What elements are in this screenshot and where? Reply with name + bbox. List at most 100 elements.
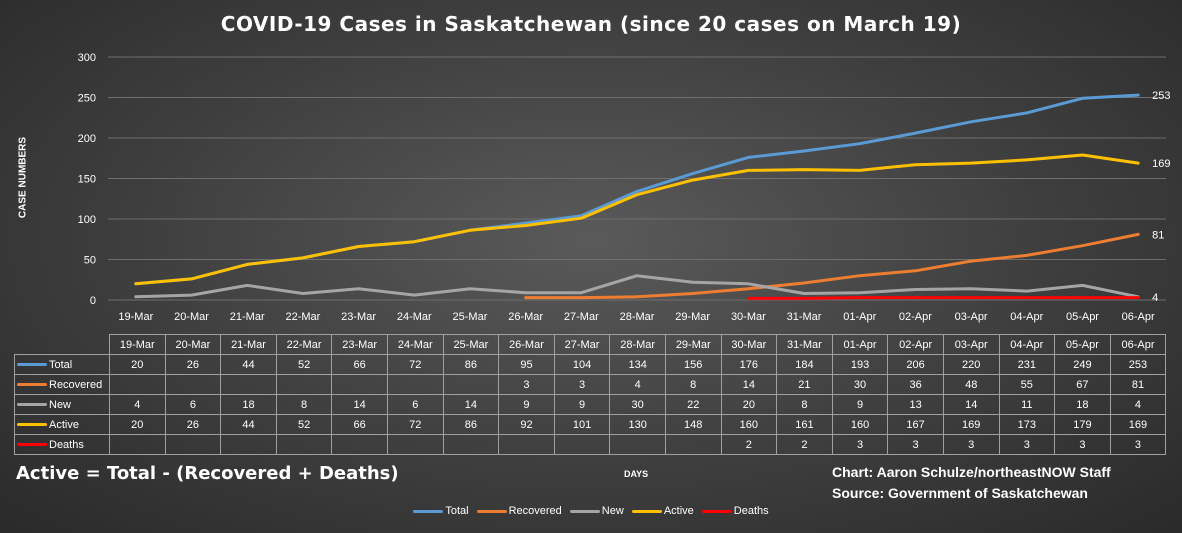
table-cell: 48: [942, 374, 1000, 395]
table-cell: 81: [1109, 374, 1167, 395]
table-cell: 92: [498, 414, 555, 435]
table-row-new: New 4 6 18 8 14 6 14 9 9 30 22 20 8 9 13 14 11 18 4: [14, 394, 1167, 415]
table-header-cell: 30-Mar: [720, 334, 778, 355]
table-cell: 148: [664, 414, 722, 435]
end-label-active: 169: [1152, 158, 1170, 170]
table-cell: [664, 434, 722, 455]
table-cell: 169: [942, 414, 1000, 435]
row-label-text: Active: [49, 418, 79, 431]
table-cell: 179: [1054, 414, 1111, 435]
table-cell: 8: [776, 394, 833, 415]
x-tick-label: 30-Mar: [731, 311, 766, 323]
legend-label: New: [601, 505, 624, 517]
table-cell: 9: [498, 394, 555, 415]
table-cell: 13: [887, 394, 944, 415]
legend-swatch: [701, 509, 732, 513]
table-cell: [220, 374, 277, 395]
table-cell: 2: [720, 434, 778, 455]
table-header-cell: 21-Mar: [220, 334, 277, 355]
y-tick-label: 250: [78, 93, 96, 105]
x-tick-label: 29-Mar: [675, 311, 710, 323]
table-row-label: Deaths: [14, 434, 110, 455]
x-tick-label: 01-Apr: [843, 311, 876, 323]
legend-swatch: [17, 383, 47, 387]
legend-label: Deaths: [733, 505, 769, 517]
table-cell: 231: [998, 354, 1056, 375]
table-cell: 176: [720, 354, 778, 375]
table-cell: 11: [998, 394, 1056, 415]
table-cell: 30: [831, 374, 889, 395]
data-table: 19-Mar 20-Mar 21-Mar 22-Mar 23-Mar 24-Mar 25-M…: [14, 334, 1167, 455]
table-header-cell: 29-Mar: [664, 334, 722, 355]
table-header-cell: 24-Mar: [386, 334, 444, 355]
legend-swatch: [17, 423, 47, 427]
table-cell: 26: [164, 354, 222, 375]
table-cell: 206: [887, 354, 944, 375]
legend-label: Recovered: [508, 505, 562, 517]
table-cell: 4: [109, 394, 166, 415]
table-cell: 20: [720, 394, 778, 415]
table-cell: 104: [553, 354, 611, 375]
x-tick-label: 25-Mar: [453, 311, 488, 323]
end-label-recovered: 81: [1152, 229, 1164, 241]
table-cell: 44: [220, 354, 277, 375]
table-cell: 18: [220, 394, 277, 415]
table-cell: 66: [331, 414, 388, 435]
table-row-recovered: Recovered 3 3 4 8 14 21 30 36 48 55 67 81: [14, 374, 1167, 395]
legend-label: Active: [663, 505, 694, 517]
table-header-cell: 20-Mar: [164, 334, 222, 355]
x-tick-label: 21-Mar: [230, 311, 265, 323]
table-cell: 3: [1054, 434, 1111, 455]
table-cell: 66: [331, 354, 388, 375]
table-cell: 220: [942, 354, 1000, 375]
table-cell: 6: [386, 394, 444, 415]
table-cell: 193: [831, 354, 889, 375]
legend-item-deaths: Deaths: [701, 505, 769, 517]
y-tick-label: 100: [78, 214, 96, 226]
x-tick-label: 20-Mar: [174, 311, 209, 323]
table-header-cell: 19-Mar: [109, 334, 166, 355]
table-cell: 4: [609, 374, 666, 395]
y-tick-label: 300: [78, 52, 96, 64]
table-cell: 52: [275, 414, 333, 435]
table-cell: [164, 434, 222, 455]
x-tick-label: 06-Apr: [1122, 311, 1155, 323]
table-cell: [331, 434, 388, 455]
series-line-active: [134, 153, 1140, 286]
table-cell: [331, 374, 388, 395]
series-line-total: [134, 93, 1140, 286]
table-row-label: Active: [14, 414, 110, 435]
x-tick-label: 24-Mar: [397, 311, 432, 323]
table-cell: 95: [498, 354, 555, 375]
table-header-cell: 28-Mar: [609, 334, 666, 355]
table-cell: 20: [109, 414, 166, 435]
legend-item-total: Total: [413, 505, 469, 517]
series-line-deaths: [746, 296, 1140, 300]
legend-swatch: [413, 509, 444, 513]
table-row-label: Total: [14, 354, 110, 375]
series-line-new: [134, 274, 1140, 299]
table-cell: [275, 434, 333, 455]
table-row-active: Active 20 26 44 52 66 72 86 92 101 130 148 160 161 160…: [14, 414, 1167, 435]
table-row-total: Total 20 26 44 52 66 72 86 95 104 134 156 176 184 193 2…: [14, 354, 1167, 375]
table-cell: 72: [386, 414, 444, 435]
x-tick-label: 23-Mar: [341, 311, 376, 323]
table-cell: [553, 434, 611, 455]
table-cell: 156: [664, 354, 722, 375]
table-cell: [164, 374, 222, 395]
table-cell: [442, 434, 500, 455]
legend-swatch: [569, 509, 600, 513]
table-cell: [275, 374, 333, 395]
x-tick-label: 22-Mar: [285, 311, 320, 323]
end-label-new: 4: [1152, 292, 1158, 304]
table-cell: 14: [942, 394, 1000, 415]
legend-item-active: Active: [631, 505, 694, 517]
table-cell: 9: [553, 394, 611, 415]
table-header-cell: 25-Mar: [442, 334, 500, 355]
x-axis-label: DAYS: [624, 469, 649, 479]
table-cell: 3: [887, 434, 944, 455]
table-cell: 253: [1109, 354, 1167, 375]
table-cell: [109, 374, 166, 395]
table-cell: [609, 434, 666, 455]
